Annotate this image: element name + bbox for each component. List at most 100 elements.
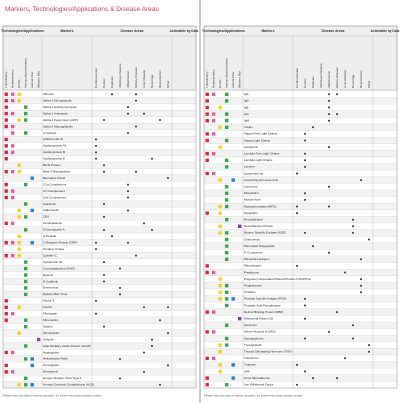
row-bg — [203, 262, 398, 270]
marker-name: C4c Complement — [43, 195, 66, 199]
tech-flag — [17, 118, 21, 122]
marker-name: Alpha-1 Antichymotrypsin — [43, 105, 77, 109]
disease-dot — [127, 183, 129, 186]
row-bg — [2, 123, 197, 130]
tech-flag — [24, 324, 28, 329]
row-bg — [2, 297, 197, 305]
marker-name: Alpha-2 Macroglobulin — [43, 124, 73, 128]
tech-flag — [225, 165, 229, 169]
tech-flag — [4, 363, 8, 368]
tech-flag — [11, 350, 15, 355]
marker-name: Ceruloplasmin — [43, 221, 63, 225]
disease-dot — [304, 152, 306, 155]
disease-dot — [352, 225, 354, 228]
disease-column-label: Cancer — [303, 78, 307, 88]
disease-dot — [304, 192, 306, 195]
disease-dot — [95, 241, 97, 244]
tech-flag — [24, 182, 28, 187]
marker-name: Calprotectin — [43, 208, 59, 212]
tech-flag — [205, 171, 209, 176]
marker-name: Myoglobin — [244, 211, 258, 215]
tech-flag — [225, 92, 229, 96]
table-border — [2, 25, 197, 389]
tech-flag — [4, 318, 8, 322]
marker-name: Human Chorionic Gonadotropin (hCG) — [43, 383, 94, 387]
tech-flag — [225, 336, 229, 341]
header-label: Actionable by Data — [170, 29, 199, 33]
row-bg — [2, 291, 197, 298]
tech-flag — [17, 234, 21, 238]
tech-flag — [17, 215, 21, 219]
marker-name: Synaptophysin — [244, 336, 264, 340]
marker-name: Urine Microalbumin — [244, 376, 270, 380]
row-bg — [2, 148, 197, 156]
tech-flag — [218, 284, 222, 288]
tech-flag — [11, 170, 15, 174]
disease-dot — [352, 324, 354, 327]
marker-name: Lambda Light Chains — [244, 158, 273, 162]
tech-flag — [4, 105, 8, 109]
tech-flag — [4, 144, 8, 148]
tech-flag — [17, 98, 21, 103]
tech-flag — [4, 195, 8, 200]
disease-dot — [304, 159, 306, 162]
disease-dot — [103, 280, 105, 283]
tech-column-label: Immunohistochemistry — [225, 57, 229, 88]
tech-flag — [205, 112, 209, 116]
row-bg — [2, 90, 197, 98]
tech-flag — [218, 277, 222, 281]
disease-dot — [328, 99, 330, 102]
tech-flag — [4, 124, 8, 129]
disease-column-label: Inflammation — [327, 70, 331, 88]
marker-name: Hemopexin — [43, 370, 59, 374]
marker-name: Serum Amyloid A (SAA) — [244, 330, 276, 334]
tech-flag — [4, 170, 8, 174]
disease-dot — [304, 370, 306, 373]
tech-flag — [218, 145, 222, 149]
marker-name: Von Willebrand Factor — [244, 382, 274, 386]
disease-dot — [344, 271, 346, 274]
tech-flag — [225, 383, 229, 387]
tech-flag — [218, 224, 222, 228]
table-border — [203, 25, 398, 389]
tech-flag — [205, 264, 209, 268]
tech-flag — [218, 350, 222, 354]
disease-dot — [119, 286, 121, 289]
row-bg — [203, 282, 398, 290]
disease-column-label: Diabetes — [311, 76, 315, 88]
row-bg — [203, 183, 398, 191]
disease-dot — [328, 251, 330, 254]
disease-column-label: Neurology — [351, 74, 355, 88]
disease-dot — [336, 113, 338, 116]
marker-name: Plasminogen — [244, 264, 262, 268]
disease-dot — [127, 112, 129, 115]
tech-flag — [205, 356, 209, 360]
marker-name: Laminin — [244, 165, 255, 169]
row-bg — [2, 155, 197, 163]
tech-flag — [225, 112, 229, 116]
marker-name: Beta-2 Microglobulin — [43, 170, 71, 174]
tech-flag — [225, 125, 229, 129]
marker-name: C-Reactive Protein (CRP) — [43, 241, 77, 245]
disease-dot — [159, 383, 161, 386]
marker-name: Desmin — [43, 273, 54, 277]
disease-dot — [103, 228, 105, 231]
tech-flag — [17, 241, 21, 245]
row-bg — [2, 310, 197, 318]
row-bg — [2, 323, 197, 331]
tech-flag — [225, 237, 229, 242]
tech-flag — [205, 211, 209, 215]
marker-name: CEA — [43, 215, 49, 219]
row-bg — [203, 328, 398, 336]
tech-column-label: Western Blot — [37, 71, 41, 88]
disease-dot — [119, 357, 121, 360]
row-bg — [2, 284, 197, 292]
row-bg — [203, 189, 398, 197]
tech-flag — [11, 241, 15, 245]
tech-flag — [30, 208, 34, 213]
tech-column-label: Nephelometry — [212, 69, 216, 88]
disease-dot — [167, 364, 169, 367]
marker-name: Myeloperoxidase (MPO) — [244, 204, 276, 208]
tech-flag — [212, 132, 216, 136]
disease-dot — [151, 338, 153, 341]
